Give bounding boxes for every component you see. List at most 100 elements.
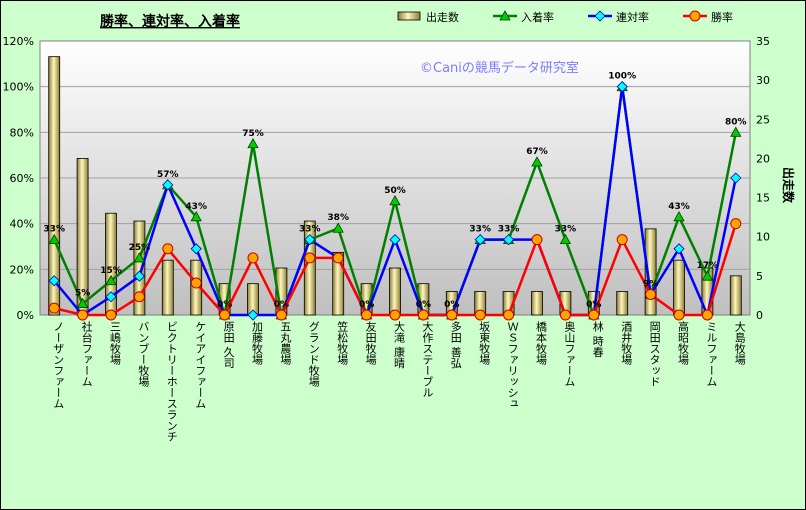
y2-tick-label: 20 <box>756 152 770 165</box>
data-label: 15% <box>100 266 122 276</box>
series-2-point-6 <box>219 309 231 321</box>
series-1-point-12 <box>389 234 401 246</box>
series-0-point-24 <box>730 126 742 137</box>
bar-4 <box>161 259 174 316</box>
series-2-point-23 <box>701 309 713 321</box>
data-label: 33% <box>555 225 577 235</box>
series-1-point-16 <box>503 234 515 246</box>
series-2-point-24 <box>730 218 742 230</box>
series-0-point-17 <box>531 156 543 167</box>
data-label: 0% <box>416 300 431 310</box>
data-label: 0% <box>274 300 289 310</box>
y-tick-label: 120% <box>3 35 34 48</box>
series-0-point-1 <box>76 297 89 308</box>
series-1-point-3 <box>133 270 145 282</box>
y2-tick-label: 15 <box>756 192 770 205</box>
x-tick-label: 大島牧場 <box>733 320 746 366</box>
data-label: 0% <box>444 300 459 310</box>
x-tick-label: 林 時春 <box>591 320 604 358</box>
x-tick-label: 友田牧場 <box>364 320 377 366</box>
series-1-point-15 <box>474 234 486 246</box>
data-label: 43% <box>668 202 690 212</box>
legend-label-0: 出走数 <box>426 10 459 24</box>
y2-tick-label: 5 <box>756 270 763 283</box>
series-0-point-5 <box>190 210 202 222</box>
bar-3 <box>133 220 146 316</box>
series-2-point-16 <box>503 309 515 321</box>
series-2-point-10 <box>332 252 344 264</box>
legend-marker-3 <box>689 10 701 22</box>
y2-tick-label: 35 <box>756 35 770 48</box>
watermark: ©Caniの競馬データ研究室 <box>420 60 579 76</box>
series-2-point-4 <box>162 243 174 255</box>
x-tick-label: ビクトリーホースランチ <box>165 321 178 442</box>
series-1-point-4 <box>162 179 174 191</box>
series-2-point-20 <box>616 234 628 246</box>
series-0-point-0 <box>48 233 60 245</box>
data-label: 67% <box>526 147 548 157</box>
x-tick-label: ＷＳファリッシュ <box>506 321 519 409</box>
bar-12 <box>389 267 401 316</box>
series-1-point-5 <box>190 243 202 255</box>
y-tick-label: 20% <box>10 263 34 276</box>
series-0-point-18 <box>559 233 572 245</box>
series-0-point-10 <box>332 222 344 233</box>
data-label: 25% <box>129 243 151 253</box>
y-tick-label: 40% <box>10 218 34 231</box>
data-label: 17% <box>697 261 719 271</box>
y2-tick-label: 0 <box>756 309 763 322</box>
x-tick-label: ノーザンファーム <box>52 321 65 409</box>
x-tick-label: 原田 久司 <box>222 321 235 369</box>
series-0-point-12 <box>389 195 401 206</box>
bar-17 <box>531 291 543 316</box>
series-2-point-1 <box>77 309 89 321</box>
legend-marker-2 <box>594 10 606 22</box>
series-0-point-23 <box>701 270 714 281</box>
series-2-point-19 <box>588 309 600 321</box>
x-tick-label: 酒井牧場 <box>620 321 633 366</box>
series-2-point-2 <box>105 309 117 321</box>
data-label: 0% <box>217 300 232 310</box>
y-tick-label: 80% <box>10 126 34 139</box>
x-tick-label: 大作ステーブル <box>421 320 434 398</box>
x-tick-label: 笠松牧場 <box>336 320 349 366</box>
series-2-point-0 <box>48 302 60 314</box>
chart-title: 勝率、連対率、入着率 <box>100 13 240 30</box>
x-tick-label: ミルファーム <box>705 321 718 387</box>
series-2-point-8 <box>275 309 287 321</box>
legend-label-3: 勝率 <box>711 10 733 24</box>
series-2-point-18 <box>559 309 571 321</box>
series-2-point-12 <box>389 309 401 321</box>
series-1-point-9 <box>304 234 316 246</box>
x-tick-label: ケイアイファーム <box>194 321 207 409</box>
series-1-point-24 <box>730 172 742 184</box>
series-0-point-2 <box>105 274 117 286</box>
data-label: 33% <box>43 225 65 235</box>
x-tick-label: 五丸農場 <box>279 321 292 366</box>
data-label: 75% <box>242 129 264 139</box>
series-2-point-9 <box>304 252 316 264</box>
data-label: 43% <box>185 202 207 212</box>
series-0-point-7 <box>247 137 259 149</box>
data-label: 5% <box>75 289 90 299</box>
series-1-point-0 <box>48 275 60 287</box>
series-2-point-15 <box>474 309 486 321</box>
series-2-point-3 <box>133 291 145 303</box>
series-2-point-22 <box>673 309 685 321</box>
bar-22 <box>673 259 685 316</box>
data-label: 33% <box>498 225 520 235</box>
y-tick-label: 100% <box>3 81 34 94</box>
series-1-point-2 <box>105 291 117 303</box>
legend-swatch-0 <box>397 11 421 21</box>
x-tick-label: 多田 善弘 <box>449 320 462 369</box>
series-2-point-17 <box>531 234 543 246</box>
series-1-point-20 <box>616 81 628 93</box>
y2-axis-label: 出走数 <box>781 167 796 204</box>
x-tick-label: バンブー牧場 <box>137 321 150 388</box>
y-tick-label: 60% <box>10 172 34 185</box>
y-tick-label: 0% <box>17 309 34 322</box>
x-tick-label: 橋本牧場 <box>535 320 548 366</box>
data-label: 0% <box>586 300 601 310</box>
series-0-point-22 <box>673 210 685 222</box>
